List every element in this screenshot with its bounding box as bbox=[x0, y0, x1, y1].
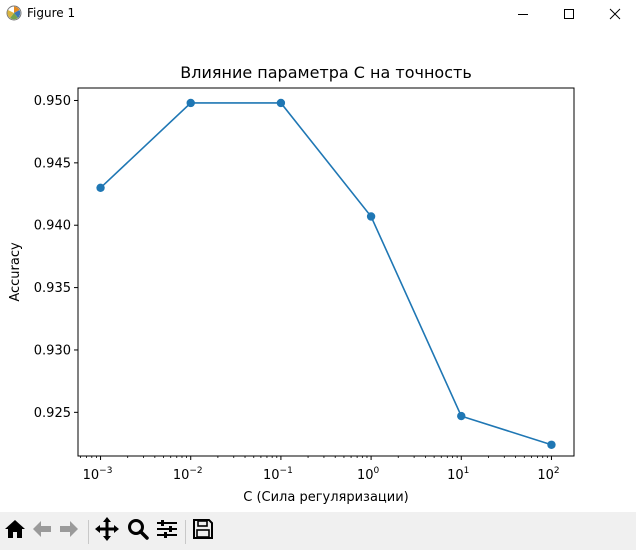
x-tick-label: 10−3 bbox=[83, 466, 113, 483]
data-point bbox=[366, 212, 376, 221]
arrow-left-icon bbox=[30, 517, 54, 545]
x-tick-label: 10−2 bbox=[173, 466, 203, 483]
back-button[interactable] bbox=[29, 518, 55, 544]
line-chart: Влияние параметра C на точность Accuracy… bbox=[8, 63, 575, 505]
floppy-disk-icon bbox=[191, 517, 215, 545]
x-tick-label: 10−1 bbox=[263, 466, 293, 483]
y-tick-label: 0.925 bbox=[34, 406, 71, 421]
y-tick-label: 0.930 bbox=[34, 343, 71, 358]
move-icon bbox=[94, 516, 120, 546]
series-line bbox=[99, 102, 552, 446]
close-icon bbox=[609, 8, 621, 20]
figure-canvas[interactable]: Влияние параметра C на точность Accuracy… bbox=[0, 28, 636, 512]
home-icon bbox=[3, 517, 27, 545]
zoom-button[interactable] bbox=[125, 518, 151, 544]
arrow-right-icon bbox=[57, 517, 81, 545]
data-point bbox=[96, 183, 105, 192]
magnifier-icon bbox=[126, 517, 150, 545]
chart-title: Влияние параметра C на точность bbox=[180, 63, 472, 82]
x-tick-label: 100 bbox=[357, 466, 380, 483]
forward-button[interactable] bbox=[56, 518, 82, 544]
toolbar-separator bbox=[185, 520, 186, 544]
data-point bbox=[547, 440, 556, 449]
sliders-icon bbox=[155, 517, 179, 545]
configure-subplots-button[interactable] bbox=[154, 518, 180, 544]
x-tick-label: 101 bbox=[447, 466, 469, 483]
y-tick-label: 0.935 bbox=[34, 281, 71, 296]
y-axis-label: Accuracy bbox=[8, 242, 23, 302]
maximize-icon bbox=[563, 8, 575, 20]
close-button[interactable] bbox=[592, 0, 636, 28]
y-tick-label: 0.940 bbox=[34, 219, 71, 234]
axes-frame bbox=[77, 87, 575, 457]
maximize-button[interactable] bbox=[546, 0, 592, 28]
x-tick-label: 102 bbox=[537, 466, 559, 483]
data-point bbox=[186, 98, 195, 108]
toolbar-separator bbox=[88, 520, 89, 544]
y-tick-label: 0.950 bbox=[34, 94, 71, 109]
window-titlebar: Figure 1 bbox=[0, 0, 636, 28]
data-point bbox=[276, 98, 286, 108]
save-button[interactable] bbox=[190, 518, 216, 544]
y-tick-label: 0.945 bbox=[34, 156, 71, 171]
data-point bbox=[457, 411, 466, 421]
matplotlib-icon bbox=[6, 5, 22, 21]
x-axis-label: C (Сила регуляризации) bbox=[243, 490, 409, 505]
minimize-icon bbox=[517, 8, 529, 20]
pan-button[interactable] bbox=[94, 516, 120, 546]
navigation-toolbar bbox=[0, 512, 636, 550]
home-button[interactable] bbox=[2, 518, 28, 544]
minimize-button[interactable] bbox=[500, 0, 546, 28]
window-title: Figure 1 bbox=[27, 6, 76, 20]
